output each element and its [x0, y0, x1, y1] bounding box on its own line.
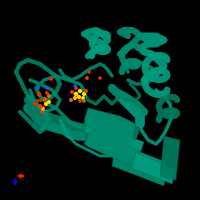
Point — [78, 99, 82, 103]
Point — [35, 99, 39, 103]
Point — [82, 92, 86, 96]
Point — [87, 70, 91, 74]
Point — [74, 86, 78, 90]
Point — [40, 110, 44, 114]
Point — [38, 104, 42, 108]
Polygon shape — [132, 152, 176, 184]
Polygon shape — [112, 154, 166, 186]
Point — [98, 76, 102, 80]
Point — [36, 86, 40, 90]
Point — [82, 99, 86, 103]
Point — [44, 102, 48, 106]
Polygon shape — [84, 132, 144, 166]
Point — [45, 86, 49, 90]
Point — [73, 84, 77, 88]
Point — [39, 98, 43, 102]
Point — [33, 102, 37, 106]
Point — [85, 76, 89, 80]
Point — [81, 96, 85, 100]
Point — [37, 92, 41, 96]
Point — [47, 94, 51, 98]
Point — [77, 95, 81, 99]
Point — [41, 106, 45, 110]
Point — [84, 89, 88, 93]
Point — [43, 97, 47, 101]
Point — [47, 100, 51, 104]
Polygon shape — [84, 120, 144, 154]
Point — [45, 91, 49, 95]
Point — [73, 96, 77, 100]
Point — [78, 89, 82, 93]
Point — [49, 77, 53, 81]
Point — [69, 98, 73, 102]
Polygon shape — [160, 136, 180, 180]
Polygon shape — [84, 108, 140, 140]
Polygon shape — [84, 108, 140, 168]
Point — [70, 90, 74, 94]
Point — [41, 107, 45, 111]
Point — [74, 92, 78, 96]
Polygon shape — [112, 142, 166, 174]
